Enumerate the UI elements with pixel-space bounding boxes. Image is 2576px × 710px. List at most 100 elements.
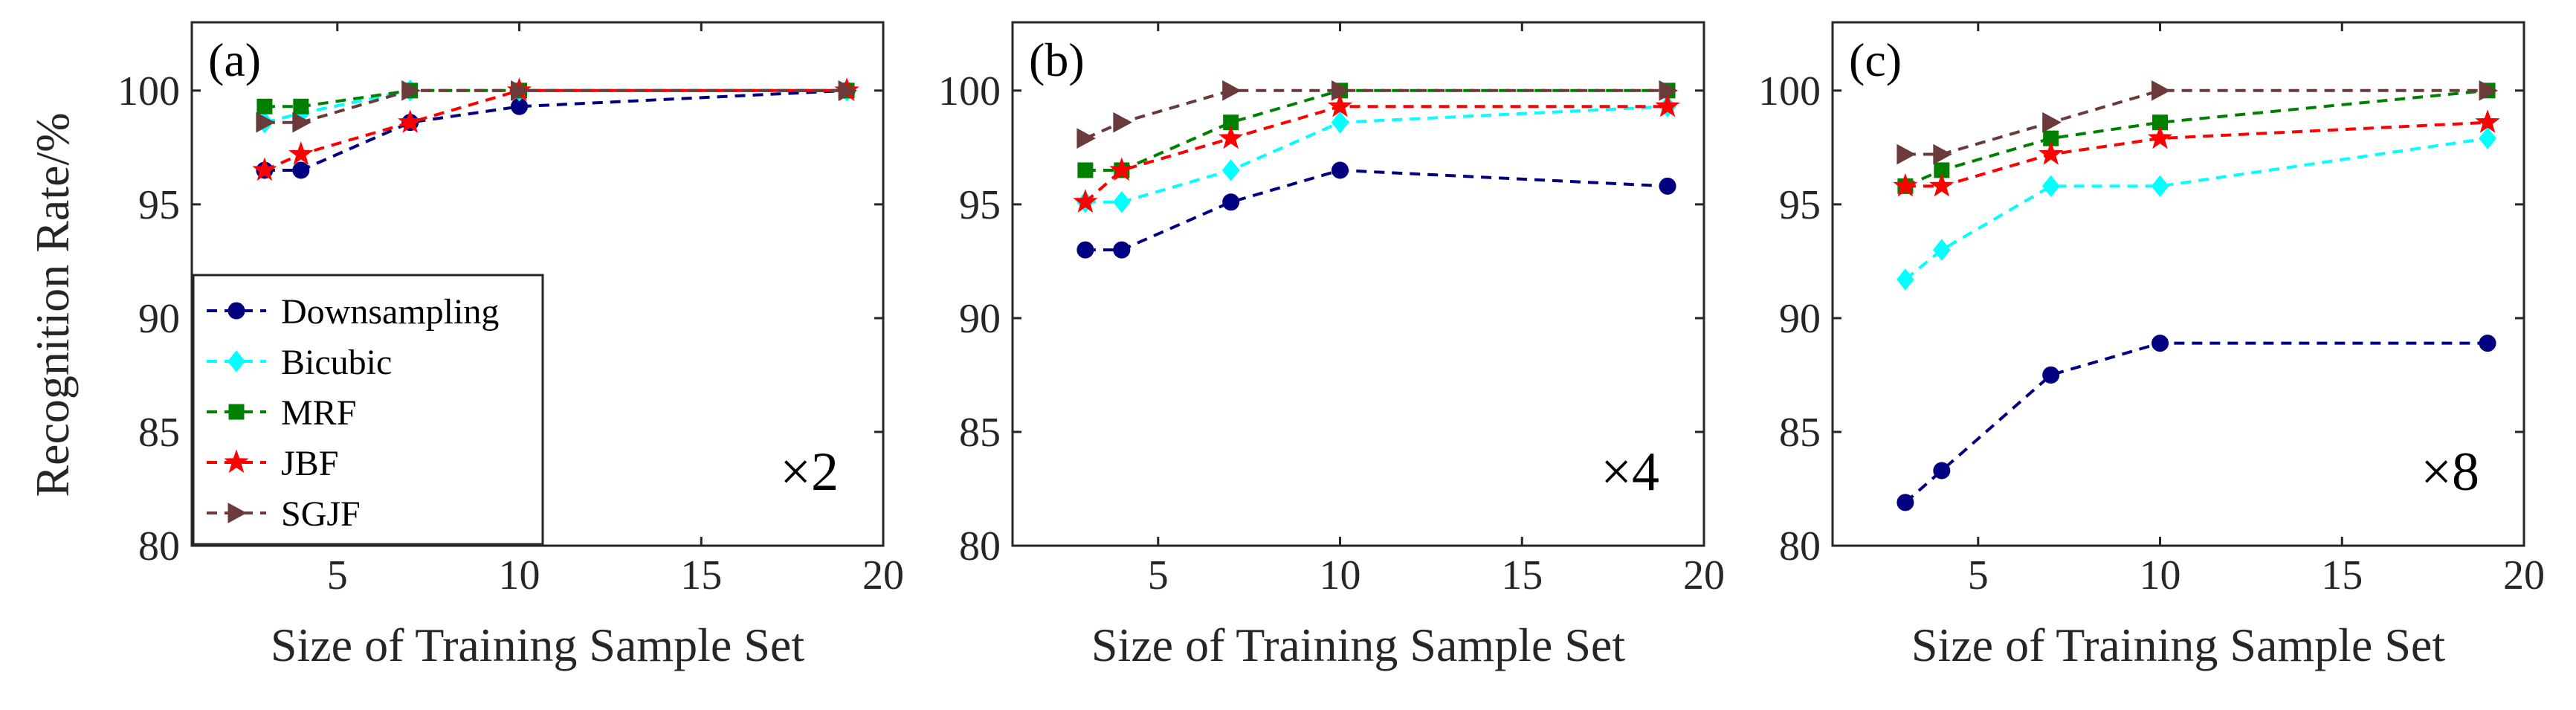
data-point — [1331, 80, 1351, 101]
panel-label: (b) — [1029, 33, 1085, 86]
data-point — [401, 80, 421, 101]
axes-frame — [190, 21, 885, 547]
data-point — [2479, 127, 2496, 149]
data-point — [1897, 143, 1916, 165]
panel-a: 80 85 90 95 100 5 10 15 20 Size of Training Sampl… — [117, 21, 904, 671]
legend-marker — [227, 302, 245, 320]
data-point — [2042, 112, 2062, 133]
series-downsampling — [1897, 335, 2496, 511]
data-point — [292, 161, 310, 179]
data-point — [1933, 143, 1952, 165]
data-point — [1933, 462, 1951, 480]
x-tick-label: 10 — [1320, 552, 1361, 598]
data-point — [1109, 157, 1134, 181]
series-sgjf — [256, 80, 858, 133]
legend-label: MRF — [281, 393, 356, 433]
series-line — [1904, 341, 2488, 504]
scale-factor-label: ×8 — [2421, 442, 2479, 503]
panel-label: (c) — [1849, 33, 1902, 86]
data-point — [1331, 161, 1349, 179]
legend-label: JBF — [281, 444, 338, 483]
series-line — [264, 88, 848, 172]
data-point — [1113, 241, 1131, 259]
y-tick-label: 95 — [959, 182, 1001, 228]
y-tick-label: 95 — [1779, 182, 1821, 228]
series-jbf — [1073, 93, 1680, 213]
y-tick-label: 80 — [959, 523, 1001, 569]
data-point — [398, 109, 423, 133]
series-sgjf — [1076, 80, 1679, 149]
x-axis-title: Size of Training Sample Set — [1911, 619, 2445, 671]
x-axis-title: Size of Training Sample Set — [1091, 619, 1625, 671]
data-point — [1933, 239, 1951, 261]
x-axis-title: Size of Training Sample Set — [271, 619, 804, 671]
series-downsampling — [1076, 161, 1676, 259]
data-point — [1893, 172, 1918, 197]
y-tick-label: 80 — [1779, 523, 1821, 569]
axes-frame — [1831, 21, 2525, 547]
legend-label: Downsampling — [281, 292, 499, 332]
series-downsampling — [256, 82, 856, 179]
x-tick-label: 10 — [499, 552, 540, 598]
data-point — [1331, 111, 1349, 134]
data-point — [292, 112, 311, 133]
axes-frame — [1011, 21, 1705, 547]
data-point — [1897, 268, 1914, 291]
series-line — [1904, 137, 2488, 281]
data-point — [1073, 189, 1098, 213]
y-tick-label: 90 — [1779, 296, 1821, 342]
series-line — [1085, 88, 1668, 172]
y-tick-label: 90 — [959, 296, 1001, 342]
y-axis-title: Recognition Rate/% — [26, 112, 79, 497]
scale-factor-label: ×4 — [1601, 442, 1659, 503]
y-tick-label: 100 — [1758, 68, 1821, 114]
legend-label: Bicubic — [281, 343, 392, 382]
y-tick-label: 80 — [138, 523, 180, 569]
series-mrf — [1077, 83, 1676, 178]
data-point — [288, 141, 314, 165]
x-tick-label: 10 — [2140, 552, 2181, 598]
data-point — [2151, 80, 2171, 101]
series-jbf — [252, 77, 859, 181]
data-point — [1076, 128, 1096, 149]
data-point — [2147, 125, 2173, 149]
legend-box — [192, 274, 544, 546]
x-tick-label: 20 — [862, 552, 904, 598]
series-bicubic — [1076, 95, 1676, 213]
legend-marker — [227, 503, 248, 523]
panel-c: 80 85 90 95 100 5 10 15 20 Size of Training Sampl… — [1758, 21, 2545, 671]
x-tick-label: 20 — [2503, 552, 2545, 598]
data-point — [511, 80, 530, 101]
data-point — [1222, 80, 1242, 101]
data-point — [1113, 112, 1132, 133]
series-jbf — [1893, 109, 2500, 197]
data-point — [2038, 141, 2064, 165]
data-point — [256, 112, 275, 133]
scale-factor-label: ×2 — [780, 442, 839, 503]
legend-label: SGJF — [281, 494, 361, 534]
panel-b: 80 85 90 95 100 5 10 15 20 Size of Training Sampl… — [938, 21, 1725, 671]
series-sgjf — [1897, 80, 2499, 165]
data-point — [838, 80, 858, 101]
y-tick-label: 100 — [117, 68, 180, 114]
series-line — [1085, 105, 1668, 204]
data-point — [256, 98, 273, 114]
legend-marker — [227, 350, 245, 372]
data-point — [1113, 191, 1131, 213]
x-tick-label: 20 — [1683, 552, 1725, 598]
data-point — [293, 98, 309, 114]
y-tick-label: 85 — [1779, 410, 1821, 456]
data-point — [2151, 175, 2169, 198]
y-tick-label: 90 — [138, 296, 180, 342]
x-tick-label: 5 — [1148, 552, 1169, 598]
data-point — [2041, 175, 2060, 198]
data-point — [1897, 494, 1914, 511]
data-point — [1929, 172, 1954, 197]
series-line — [1905, 88, 2488, 188]
series-line — [1085, 168, 1668, 252]
data-point — [1659, 177, 1676, 195]
y-tick-label: 95 — [138, 182, 180, 228]
data-point — [252, 157, 277, 181]
data-point — [1076, 241, 1094, 259]
